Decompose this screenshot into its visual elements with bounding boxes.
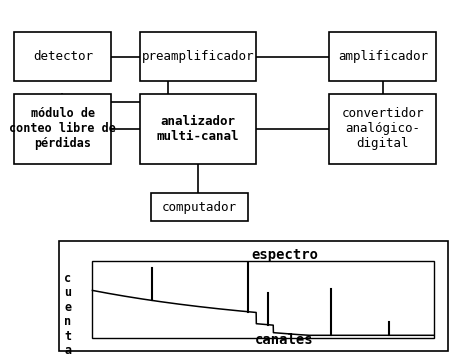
FancyBboxPatch shape <box>14 94 111 164</box>
Text: módulo de
conteo libre de
pérdidas: módulo de conteo libre de pérdidas <box>9 107 116 150</box>
Text: espectro: espectro <box>251 248 318 262</box>
Text: detector: detector <box>33 50 93 63</box>
FancyBboxPatch shape <box>140 32 256 81</box>
FancyBboxPatch shape <box>329 32 436 81</box>
Text: preamplificador: preamplificador <box>142 50 254 63</box>
FancyBboxPatch shape <box>59 241 448 351</box>
Text: computador: computador <box>162 201 237 213</box>
FancyBboxPatch shape <box>14 32 111 81</box>
FancyBboxPatch shape <box>151 193 248 221</box>
Text: amplificador: amplificador <box>338 50 428 63</box>
Text: analizador
multi-canal: analizador multi-canal <box>156 115 239 143</box>
Text: convertidor
analógico-
digital: convertidor analógico- digital <box>341 107 424 150</box>
Text: c
u
e
n
t
a
s: c u e n t a s <box>64 272 72 360</box>
FancyBboxPatch shape <box>92 261 434 338</box>
Text: canales: canales <box>255 333 314 347</box>
FancyBboxPatch shape <box>140 94 256 164</box>
FancyBboxPatch shape <box>329 94 436 164</box>
